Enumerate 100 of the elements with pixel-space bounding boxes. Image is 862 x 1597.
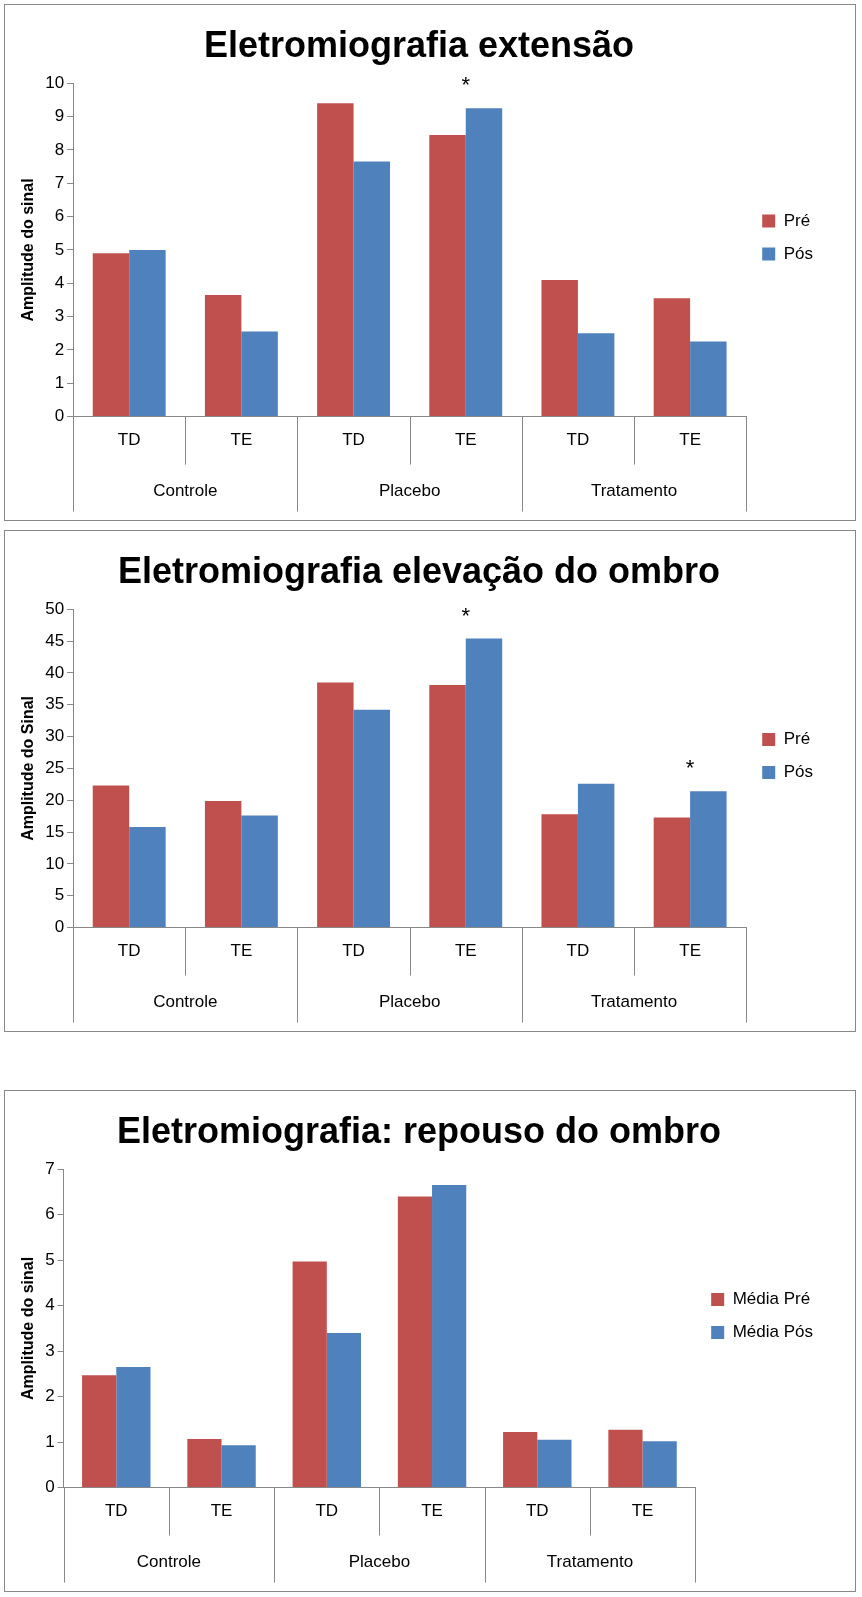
x-tick-label: TE [679,430,701,450]
bar [82,1375,117,1488]
x-tick-label: TE [679,941,701,961]
chart-title: Eletromiografia elevação do ombro [117,549,721,591]
bar [129,826,166,928]
legend-label: Pré [783,729,811,749]
bar [92,785,130,928]
x-tick-label: TE [454,941,477,961]
bar [129,249,166,417]
text: Placebo [378,992,441,1012]
text: Tratamento [590,481,678,501]
text: Tratamento [590,992,678,1012]
bar [292,1261,327,1488]
bar [577,783,615,928]
bar [429,684,466,928]
x-tick-label: TD [342,941,365,961]
bar [465,108,503,417]
bar [432,1185,467,1488]
bar [241,815,278,928]
text: Tratamento [546,1552,634,1572]
x-tick-label: TD [117,941,141,961]
x-tick-label: TD [342,430,365,450]
text: Controle [153,481,218,501]
x-tick-label: TE [210,1501,233,1521]
y-tick-label: 40 [45,662,65,682]
y-tick-label: 5 [54,239,65,259]
bar [537,1439,572,1488]
x-tick-label: TE [454,430,477,450]
x-tick-label: TE [421,1501,443,1521]
y-tick-label: 3 [54,306,65,326]
y-tick-label: 7 [45,1158,55,1178]
legend-label: Pré [783,210,811,230]
y-tick-label: 25 [45,758,65,778]
y-tick-label: 2 [45,1386,55,1406]
x-tick-label: TD [104,1501,128,1521]
legend-label: Média Pré [732,1289,811,1309]
bar [204,800,242,928]
y-tick-label: 35 [45,694,65,714]
x-tick-label: TD [315,1501,339,1521]
y-tick-label: 1 [45,1431,55,1451]
y-tick-label: 45 [45,630,65,650]
bar [397,1196,433,1488]
y-tick-label: 7 [54,172,65,192]
bar [577,333,615,417]
bar [204,294,242,417]
bar [241,331,278,417]
bar [653,817,691,928]
y-tick-label: 1 [54,372,65,392]
x-tick-label: TD [566,941,590,961]
text: Placebo [348,1552,411,1572]
bar [429,134,466,417]
bar [187,1438,222,1488]
bar [353,161,391,417]
bar [326,1332,361,1488]
bar [221,1445,256,1488]
y-axis-title: Amplitude do sinal [19,178,37,322]
y-tick-label: 15 [45,821,65,841]
text: Controle [136,1552,202,1572]
y-tick-label: 6 [45,1204,55,1224]
y-tick-label: 0 [54,917,65,937]
y-tick-label: 3 [45,1340,55,1360]
bar [317,682,354,928]
bar [690,341,727,417]
y-tick-label: 0 [45,1477,55,1497]
bar [503,1432,538,1488]
bar [317,103,354,417]
y-tick-label: 30 [45,726,65,746]
bar [92,253,130,417]
x-tick-label: TD [566,430,590,450]
y-tick-label: 10 [45,72,65,92]
y-tick-label: 6 [54,206,65,226]
y-tick-label: 4 [45,1295,55,1315]
bar [608,1429,643,1488]
bar [465,638,503,928]
legend-label: Pós [783,243,813,263]
y-tick-label: 8 [54,139,65,159]
bar [690,791,727,928]
x-tick-label: TE [230,430,253,450]
bar [541,279,578,417]
chart-title: Eletromiografia extensão [203,23,635,65]
legend-label: Pós [783,762,813,782]
y-tick-label: 10 [45,853,65,873]
y-tick-label: 5 [54,885,65,905]
annotation: * [461,72,471,98]
y-tick-label: 4 [54,272,65,292]
text: Placebo [378,481,441,501]
annotation: * [685,755,695,781]
bar [642,1441,677,1488]
x-tick-label: TE [230,941,253,961]
y-axis-title: Amplitude do sinal [19,1256,37,1400]
y-tick-label: 20 [45,789,65,809]
y-tick-label: 9 [54,106,65,126]
legend-label: Média Pós [732,1322,814,1342]
bar [353,709,391,928]
y-tick-label: 50 [45,598,65,618]
bar [116,1367,151,1488]
x-tick-label: TD [525,1501,549,1521]
y-tick-label: 0 [54,406,65,426]
bar [653,298,691,417]
x-tick-label: TE [631,1501,654,1521]
